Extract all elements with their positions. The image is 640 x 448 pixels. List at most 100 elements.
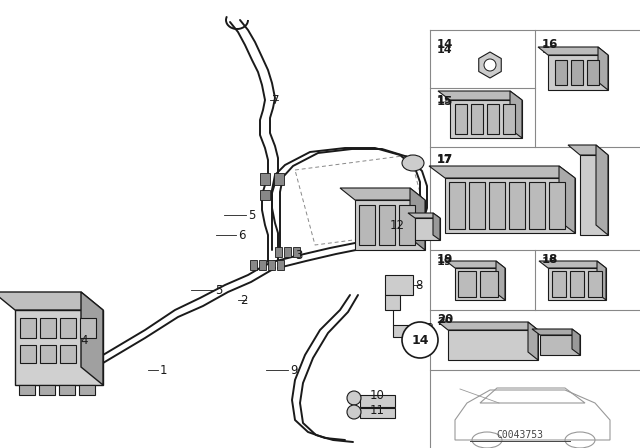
Bar (360, 408, 395, 418)
Bar (20, 318, 36, 338)
Bar (40, 318, 56, 338)
Bar (379, 205, 395, 245)
Bar (59, 385, 75, 395)
Text: 13: 13 (420, 322, 435, 335)
Polygon shape (410, 188, 425, 250)
Polygon shape (540, 335, 580, 355)
Text: 15: 15 (437, 95, 452, 105)
Text: 3: 3 (295, 249, 302, 262)
Polygon shape (450, 100, 522, 138)
Bar (20, 345, 36, 363)
Bar (399, 205, 415, 245)
Polygon shape (538, 47, 608, 55)
Text: 5: 5 (215, 284, 222, 297)
Text: 19: 19 (437, 253, 453, 266)
Polygon shape (433, 213, 440, 240)
Bar (385, 275, 413, 295)
Polygon shape (596, 145, 608, 235)
Circle shape (484, 59, 496, 71)
Bar (360, 395, 395, 407)
Circle shape (347, 391, 361, 405)
Circle shape (347, 405, 361, 419)
Bar (60, 345, 76, 363)
Bar (588, 271, 602, 297)
Polygon shape (548, 268, 606, 300)
Bar (587, 60, 599, 85)
Bar (393, 325, 415, 337)
Text: 5: 5 (248, 208, 255, 221)
Text: 14: 14 (412, 333, 429, 346)
Circle shape (402, 322, 438, 358)
Polygon shape (539, 261, 606, 268)
Bar (471, 104, 483, 134)
Text: 16: 16 (542, 45, 557, 55)
Bar (80, 318, 96, 338)
Polygon shape (438, 322, 538, 330)
Text: 9: 9 (290, 363, 298, 376)
Text: C0043753: C0043753 (497, 430, 543, 440)
Bar (260, 173, 270, 185)
Bar (284, 247, 291, 257)
Polygon shape (81, 292, 103, 385)
Text: 20: 20 (437, 317, 452, 327)
Text: 17: 17 (437, 153, 453, 166)
Bar (571, 60, 583, 85)
Bar (529, 182, 545, 229)
Polygon shape (15, 310, 103, 385)
Bar (480, 271, 498, 297)
Bar (60, 318, 76, 338)
Text: 6: 6 (238, 228, 246, 241)
Bar (19, 385, 35, 395)
Polygon shape (340, 188, 425, 200)
Bar (552, 271, 566, 297)
Text: 11: 11 (370, 404, 385, 417)
Text: 16: 16 (542, 38, 558, 51)
Bar (293, 247, 300, 257)
Bar (250, 260, 257, 270)
Polygon shape (559, 166, 575, 233)
Bar (487, 104, 499, 134)
Polygon shape (597, 261, 606, 300)
Text: 7: 7 (272, 94, 280, 107)
Polygon shape (548, 55, 608, 90)
Text: 2: 2 (240, 293, 248, 306)
Polygon shape (408, 213, 440, 218)
Polygon shape (598, 47, 608, 90)
Bar (555, 60, 567, 85)
Text: 4: 4 (80, 333, 88, 346)
Polygon shape (448, 330, 538, 360)
Polygon shape (580, 155, 608, 235)
Text: 20: 20 (437, 313, 453, 326)
Polygon shape (568, 145, 608, 155)
Bar (274, 173, 284, 185)
Bar (455, 104, 467, 134)
Polygon shape (496, 261, 505, 300)
Polygon shape (528, 322, 538, 360)
Text: 10: 10 (370, 388, 385, 401)
Text: 1: 1 (160, 363, 168, 376)
Text: 12: 12 (390, 219, 405, 232)
Text: 15: 15 (437, 95, 453, 108)
Bar (259, 260, 266, 270)
Polygon shape (532, 329, 580, 335)
Text: 14: 14 (437, 45, 452, 55)
Bar (79, 385, 95, 395)
Polygon shape (510, 91, 522, 138)
Bar (570, 271, 584, 297)
Bar (275, 247, 282, 257)
Bar (359, 205, 375, 245)
Ellipse shape (402, 155, 424, 171)
Bar (260, 190, 270, 200)
Bar (549, 182, 565, 229)
Bar (449, 182, 465, 229)
Polygon shape (572, 329, 580, 355)
Polygon shape (355, 200, 425, 250)
Polygon shape (0, 292, 103, 310)
Text: 8: 8 (415, 279, 422, 292)
Bar (458, 271, 476, 297)
Polygon shape (446, 261, 505, 268)
Bar (503, 104, 515, 134)
Bar (268, 260, 275, 270)
Text: 19: 19 (437, 257, 452, 267)
Bar (509, 182, 525, 229)
